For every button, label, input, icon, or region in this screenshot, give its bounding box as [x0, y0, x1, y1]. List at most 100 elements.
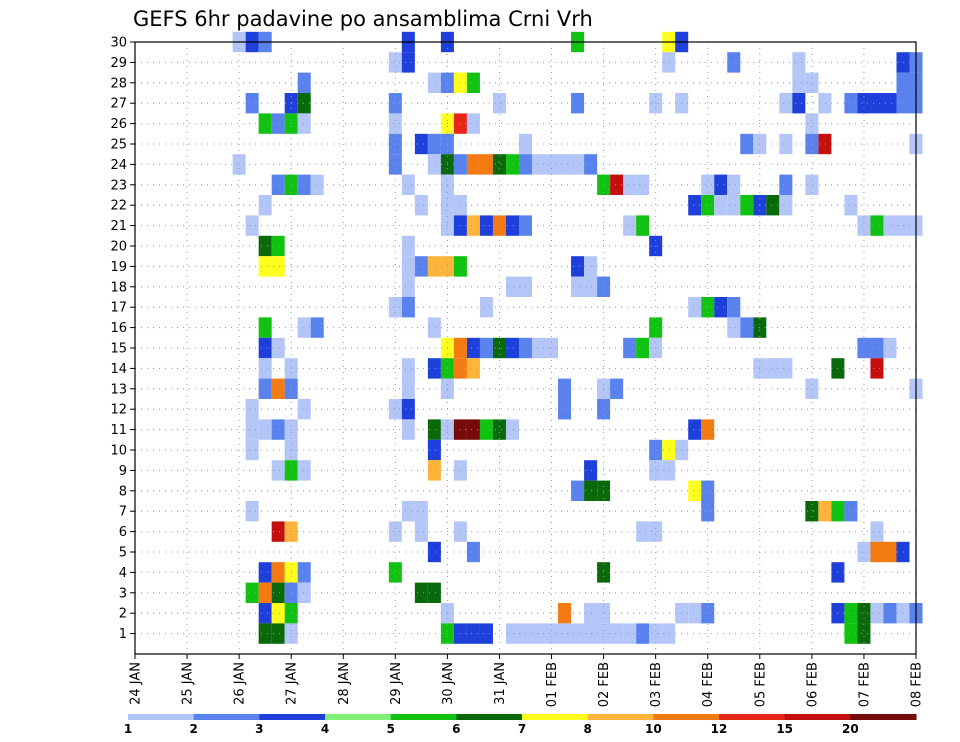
colorbar-swatch — [128, 714, 195, 720]
y-tick-label: 21 — [110, 219, 127, 234]
heatmap-cell — [779, 174, 793, 195]
heatmap-cell — [388, 562, 402, 583]
heatmap-cell — [883, 93, 897, 114]
heatmap-cell — [701, 195, 715, 216]
heatmap-cell — [896, 541, 910, 563]
heatmap-cell — [636, 174, 650, 195]
heatmap-cell — [623, 215, 637, 236]
heatmap-cell — [571, 276, 585, 297]
heatmap-cell — [271, 113, 285, 134]
x-tick-label: 25 JAN — [181, 662, 196, 705]
heatmap-cell — [479, 215, 493, 236]
heatmap-cell — [297, 460, 311, 481]
heatmap-cell — [584, 154, 598, 175]
heatmap-cell — [545, 154, 559, 175]
y-tick-label: 1 — [119, 627, 127, 642]
x-tick-label: 27 JAN — [285, 662, 300, 705]
heatmap-cell — [258, 113, 272, 134]
heatmap-cell — [545, 623, 559, 644]
heatmap-cell — [427, 317, 441, 338]
y-tick-label: 7 — [119, 505, 127, 520]
heatmap-cell — [896, 93, 910, 114]
heatmap-cell — [818, 133, 832, 155]
heatmap-cell — [805, 501, 819, 522]
heatmap-cell — [870, 603, 884, 624]
y-tick-label: 20 — [110, 240, 127, 255]
heatmap-cell — [701, 419, 715, 440]
heatmap-cell — [401, 419, 415, 440]
heatmap-cell — [271, 582, 285, 603]
heatmap-cell — [427, 460, 441, 481]
heatmap-cell — [245, 501, 259, 522]
heatmap-cell — [714, 297, 728, 318]
heatmap-cell — [453, 113, 467, 134]
heatmap-cell — [505, 276, 519, 297]
heatmap-cell — [883, 603, 897, 624]
heatmap-cell — [571, 154, 585, 175]
x-tick-label: 29 JAN — [389, 662, 404, 705]
heatmap-cell — [584, 460, 598, 481]
heatmap-cell — [258, 623, 272, 644]
heatmap-cell — [401, 52, 415, 73]
y-tick-label: 28 — [110, 76, 127, 91]
heatmap-cell — [492, 215, 506, 236]
heatmap-cell — [701, 603, 715, 624]
heatmap-cell — [701, 501, 715, 522]
x-axis-ticks: 24 JAN 25 JAN 26 JAN 27 JAN 28 JAN 29 JAN 30 J… — [129, 654, 925, 707]
heatmap-cell — [896, 215, 910, 236]
heatmap-cell — [271, 603, 285, 624]
heatmap-cell — [688, 480, 702, 501]
colorbar-swatch — [456, 714, 523, 720]
heatmap-cell — [401, 276, 415, 297]
y-tick-label: 11 — [110, 423, 127, 438]
heatmap-cell — [571, 93, 585, 114]
y-tick-label: 8 — [119, 484, 127, 499]
heatmap-cell — [896, 52, 910, 73]
heatmap-cell — [779, 133, 793, 155]
heatmap-cell — [310, 317, 324, 338]
heatmap-cell — [258, 235, 272, 257]
heatmap-cell — [505, 419, 519, 440]
heatmap-cell — [427, 582, 441, 603]
heatmap-cell — [388, 93, 402, 114]
heatmap-cell — [453, 154, 467, 175]
heatmap-cell — [740, 133, 754, 155]
heatmap-cell — [453, 358, 467, 379]
heatmap-cell — [727, 174, 741, 195]
heatmap-cell — [701, 297, 715, 318]
heatmap-cell — [818, 93, 832, 114]
heatmap-cell — [649, 521, 663, 542]
heatmap-cells — [232, 31, 923, 644]
heatmap-cell — [258, 419, 272, 440]
colorbar-label: 4 — [321, 722, 329, 736]
y-tick-label: 24 — [110, 158, 127, 173]
heatmap-cell — [297, 562, 311, 583]
heatmap-cell — [492, 154, 506, 175]
heatmap-cell — [258, 562, 272, 583]
heatmap-cell — [766, 195, 780, 216]
y-tick-label: 16 — [110, 321, 127, 336]
heatmap-cell — [388, 154, 402, 175]
heatmap-cell — [662, 52, 676, 73]
heatmap-cell — [388, 399, 402, 420]
heatmap-cell — [688, 419, 702, 440]
heatmap-cell — [427, 133, 441, 155]
heatmap-cell — [779, 195, 793, 216]
colorbar-label: 8 — [583, 722, 591, 736]
heatmap-cell — [558, 154, 572, 175]
heatmap-cell — [623, 174, 637, 195]
heatmap-cell — [505, 623, 519, 644]
x-tick-label: 30 JAN — [441, 662, 456, 705]
heatmap-cell — [844, 93, 858, 114]
heatmap-cell — [401, 358, 415, 379]
heatmap-cell — [818, 501, 832, 522]
heatmap-cell — [297, 582, 311, 603]
x-tick-label: 05 FEB — [753, 662, 768, 707]
y-tick-label: 26 — [110, 117, 127, 132]
heatmap-cell — [427, 419, 441, 440]
heatmap-cell — [870, 337, 884, 359]
heatmap-cell — [636, 337, 650, 359]
heatmap-cell — [792, 93, 806, 114]
heatmap-cell — [258, 358, 272, 379]
heatmap-cell — [453, 72, 467, 93]
